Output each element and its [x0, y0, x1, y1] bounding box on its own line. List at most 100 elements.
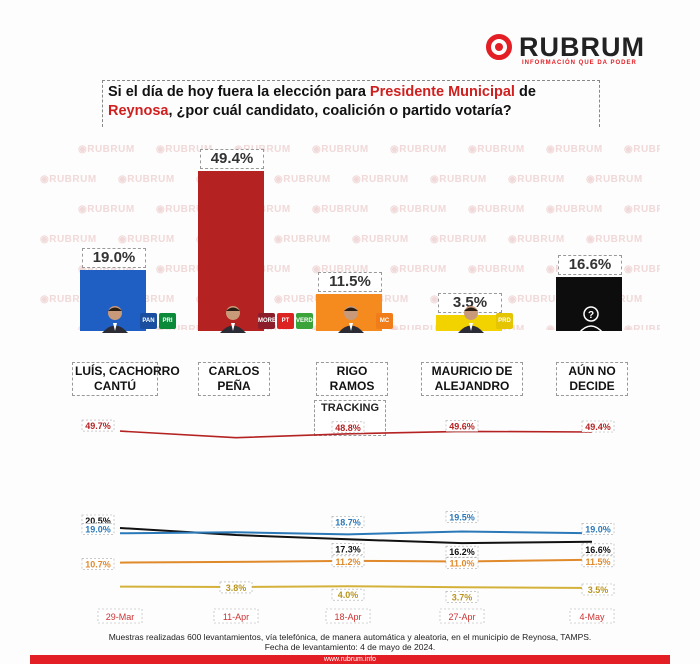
watermark-text: ◉RUBRUM [468, 264, 525, 275]
watermark-text: ◉RUBRUM [312, 264, 369, 275]
watermark-text: ◉RUBRUM [156, 204, 213, 215]
series-line [119, 530, 593, 536]
svg-text:?: ? [588, 310, 594, 321]
watermark-text: ◉RUBRUM [390, 204, 447, 215]
x-tick-label: 4-May [579, 612, 605, 622]
watermark-text: ◉RUBRUM [468, 144, 525, 155]
data-label-box [331, 542, 365, 555]
data-label-box [331, 516, 365, 528]
bar-value-label: 49.4% [200, 149, 264, 170]
data-label-box [331, 588, 365, 601]
series-line [119, 527, 593, 545]
tracking-label: TRACKING [320, 402, 380, 414]
bar-value-label: 19.0% [82, 247, 146, 268]
data-label: 20.5% [85, 516, 111, 526]
watermark-text: ◉RUBRUM [390, 264, 447, 275]
question-frame [102, 80, 600, 127]
watermark-text: ◉RUBRUM [40, 294, 97, 305]
logo-tagline: INFORMACIÓN QUE DA PODER [522, 60, 637, 66]
data-label: 49.4% [585, 422, 611, 432]
x-tick-box [439, 608, 485, 624]
methodology-line2: Fecha de levantamiento: 4 de mayo de 202… [264, 642, 436, 652]
x-tick-box [213, 608, 259, 624]
data-label: 19.5% [449, 513, 475, 523]
data-label: 49.7% [85, 421, 111, 431]
watermark-text: ◉RUBRUM [78, 144, 135, 155]
data-label-box [581, 555, 615, 568]
watermark-text: ◉RUBRUM [624, 204, 660, 215]
watermark-text: ◉RUBRUM [156, 324, 213, 330]
data-label-box [331, 555, 365, 568]
methodology-note: Muestras realizadas 600 levantamientos, … [70, 632, 630, 652]
bar [80, 269, 146, 331]
data-label-box [581, 420, 615, 433]
watermark-text: ◉RUBRUM [430, 234, 487, 245]
footer-bar: www.rubrum.info [30, 655, 670, 664]
data-label-box [581, 522, 615, 535]
data-label: 3.7% [452, 592, 473, 602]
watermark-text: ◉RUBRUM [118, 294, 175, 305]
party-logo-morena: MORENA [258, 313, 285, 329]
x-tick-label: 18-Apr [334, 612, 361, 622]
watermark-text: ◉RUBRUM [546, 204, 603, 215]
candidate-name-ramos: RIGO RAMOS [316, 362, 388, 396]
x-tick-label: 27-Apr [448, 612, 475, 622]
data-label-box [445, 590, 479, 603]
data-label-box [581, 583, 615, 596]
unknown-person-icon: ? [576, 303, 606, 334]
bar-value-label: 3.5% [438, 293, 502, 313]
data-label: 49.6% [449, 421, 475, 431]
watermark-text: ◉RUBRUM [274, 294, 331, 305]
x-tick-label: 11-Apr [223, 612, 249, 622]
party-logo-verde: VERDE [296, 313, 317, 329]
watermark-text: ◉RUBRUM [546, 144, 603, 155]
watermark-text: ◉RUBRUM [312, 204, 369, 215]
candidate-photo [336, 303, 366, 333]
candidate-name-pena: CARLOS PEÑA [198, 362, 270, 396]
watermark-text: ◉RUBRUM [156, 264, 213, 275]
data-label: 16.2% [449, 547, 475, 557]
data-label-box [445, 420, 479, 432]
watermark-text: ◉RUBRUM [586, 234, 643, 245]
candidate-photo [218, 303, 248, 333]
watermark-text: ◉RUBRUM [78, 264, 135, 275]
watermark-text: ◉RUBRUM [40, 234, 97, 245]
data-label-box [219, 581, 253, 594]
tracking-line-chart: 49.7% 48.8% 49.6% 49.4% 20.5% 17.3% 16.2% 16.6%… [81, 419, 615, 624]
watermark-text: ◉RUBRUM [624, 264, 660, 275]
footer-url: www.rubrum.info [323, 656, 377, 663]
bar [198, 171, 264, 331]
watermark-text: ◉RUBRUM [78, 204, 135, 215]
x-tick-box [97, 608, 143, 624]
watermark-text: ◉RUBRUM [352, 234, 409, 245]
series-line [119, 585, 593, 589]
data-label: 48.8% [335, 423, 361, 433]
data-label-box [331, 421, 365, 434]
x-tick-box [569, 608, 615, 624]
watermark-text: ◉RUBRUM [156, 144, 213, 155]
question-part1: Si el día de hoy fuera la elección para [108, 84, 370, 100]
data-label-box [81, 558, 115, 570]
bar-value-label: 11.5% [318, 271, 382, 292]
x-tick-box [325, 608, 371, 624]
watermark-text: ◉RUBRUM [118, 234, 175, 245]
party-logo-pt: PT [277, 313, 294, 329]
question-highlight-office: Presidente Municipal [369, 84, 515, 100]
watermark-text: ◉RUBRUM [390, 144, 447, 155]
party-logo-pri: PRI [159, 313, 176, 329]
data-label: 11.0% [449, 559, 474, 569]
question-highlight-city: Reynosa [108, 103, 169, 119]
watermark-text: ◉RUBRUM [40, 174, 97, 185]
watermark-text: ◉RUBRUM [312, 144, 369, 155]
watermark-text: ◉RUBRUM [274, 174, 331, 185]
watermark-text: ◉RUBRUM [508, 174, 565, 185]
watermark-text: ◉RUBRUM [274, 234, 331, 245]
watermark-text: ◉RUBRUM [586, 174, 643, 185]
question-part2: de [514, 84, 536, 100]
data-label: 10.7% [85, 560, 111, 570]
bar-value-label: 16.6% [558, 255, 622, 276]
watermark-text: ◉RUBRUM [390, 324, 447, 330]
question-part3: , ¿por cuál candidato, coalición o parti… [168, 103, 512, 119]
data-label: 3.8% [226, 583, 247, 593]
